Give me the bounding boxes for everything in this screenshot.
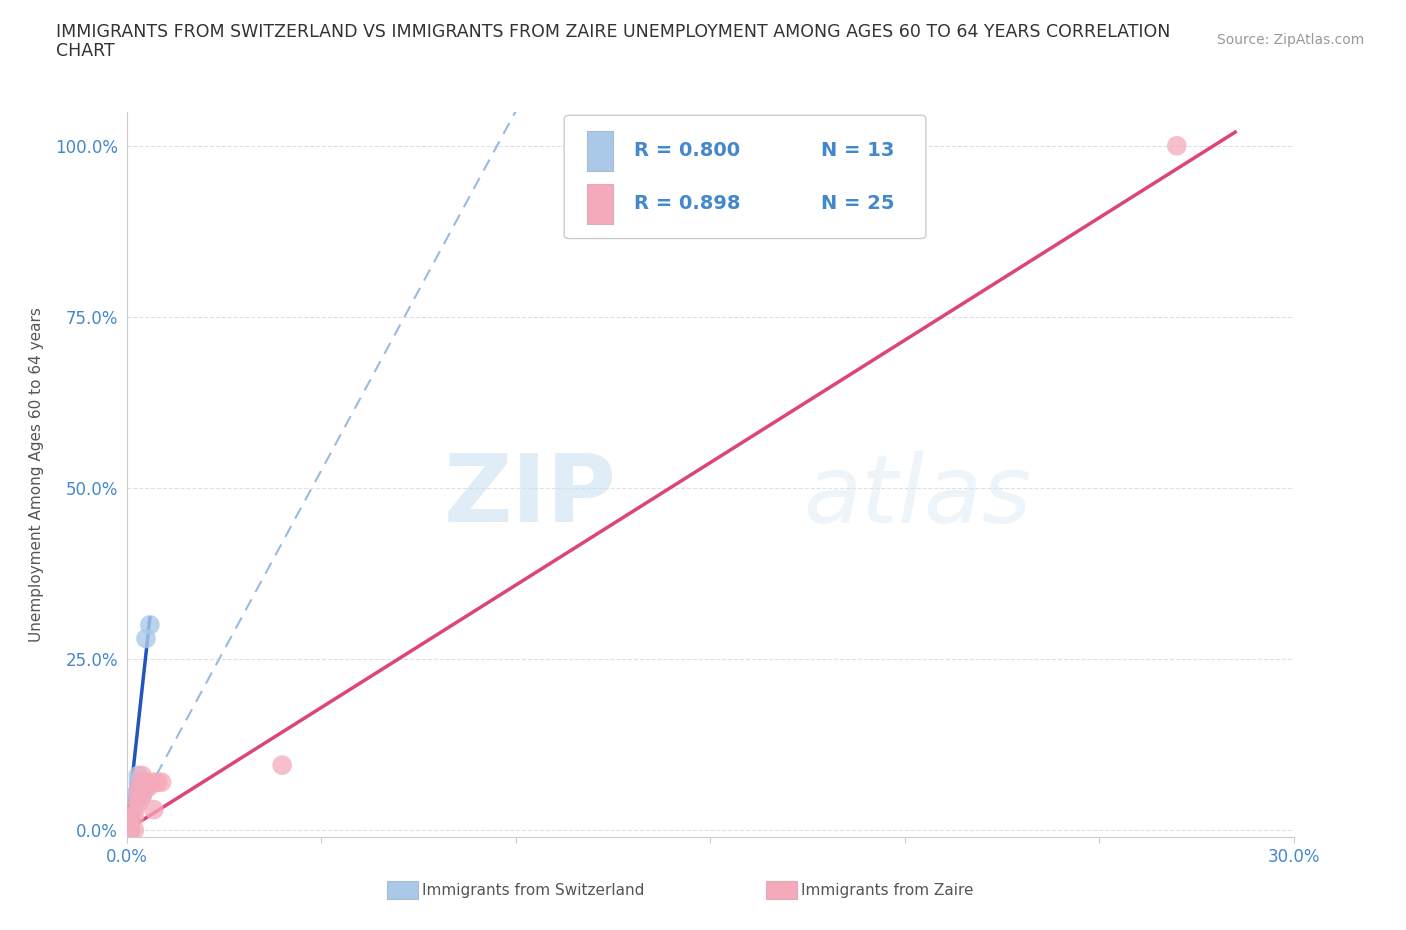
Point [115,823,138,838]
Text: N = 13: N = 13 [821,141,894,160]
Point [139,618,162,632]
Point [127,775,149,790]
Point [1166,139,1188,153]
Point [115,823,138,838]
Point [115,823,138,838]
Text: R = 0.800: R = 0.800 [634,141,741,160]
Bar [588,131,613,171]
Point [131,768,153,783]
Point [120,816,142,830]
Point [131,789,153,804]
Point [127,789,149,804]
Point [124,823,146,838]
Text: ZIP: ZIP [444,450,617,542]
Text: IMMIGRANTS FROM SWITZERLAND VS IMMIGRANTS FROM ZAIRE UNEMPLOYMENT AMONG AGES 60 : IMMIGRANTS FROM SWITZERLAND VS IMMIGRANT… [56,23,1171,41]
Y-axis label: Unemployment Among Ages 60 to 64 years: Unemployment Among Ages 60 to 64 years [30,307,44,642]
Point [115,819,138,834]
Point [120,809,142,824]
Text: Source: ZipAtlas.com: Source: ZipAtlas.com [1216,33,1364,46]
Point [120,823,142,838]
Point [124,803,146,817]
Bar [588,184,613,224]
Point [115,823,138,838]
Point [142,803,165,817]
FancyBboxPatch shape [564,115,927,239]
Text: CHART: CHART [56,42,115,60]
Point [271,758,294,773]
Point [115,823,138,838]
Point [127,795,149,810]
Point [139,778,162,793]
Text: N = 25: N = 25 [821,194,894,213]
Point [124,789,146,804]
Point [150,775,173,790]
Text: atlas: atlas [803,450,1032,541]
Text: R = 0.898: R = 0.898 [634,194,741,213]
Point [120,823,142,838]
Point [135,775,157,790]
Point [120,809,142,824]
Point [142,775,165,790]
Point [115,819,138,834]
Point [146,775,169,790]
Point [115,816,138,830]
Point [131,775,153,790]
Point [115,816,138,830]
Point [135,631,157,646]
Text: Immigrants from Zaire: Immigrants from Zaire [801,883,974,897]
Point [131,789,153,804]
Point [135,781,157,796]
Point [124,809,146,824]
Text: Immigrants from Switzerland: Immigrants from Switzerland [422,883,644,897]
Point [127,781,149,796]
Point [127,768,149,783]
